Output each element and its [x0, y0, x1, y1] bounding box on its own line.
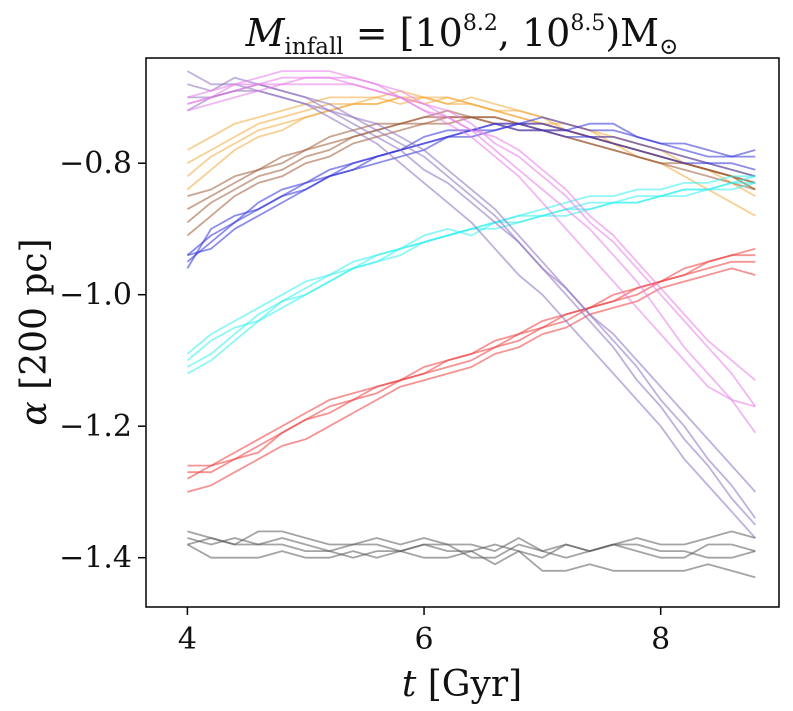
title-infall-sub: infall: [285, 34, 344, 60]
y-tick-label-0: −0.8: [59, 146, 132, 181]
y-tick-label-3: −1.4: [59, 541, 132, 576]
series-line-0-1: [186, 96, 756, 217]
y-axis-symbol: α: [14, 401, 55, 425]
y-axis-unit: [200 pc]: [14, 238, 55, 401]
series-line-6-2: [187, 83, 756, 381]
title-exp1: 8.2: [463, 11, 498, 36]
series-line-1-2: [186, 116, 756, 237]
y-tick-label-1: −1.0: [59, 278, 132, 313]
series-line-7-3: [187, 537, 756, 559]
series-line-4-2: [187, 260, 756, 474]
x-tick-label-2: 8: [651, 622, 670, 657]
plot-frame: [145, 57, 780, 608]
series-line-6-0: [187, 70, 757, 408]
series-lines: [186, 70, 757, 579]
series-line-4-3: [187, 267, 756, 493]
x-tick-label-1: 6: [414, 622, 433, 657]
series-line-3-3: [186, 175, 756, 375]
x-tick-label-0: 4: [178, 622, 197, 657]
series-line-7-2: [186, 543, 756, 579]
series-line-6-3: [187, 76, 756, 408]
x-axis-unit: [Gyr]: [416, 664, 522, 705]
title-exp2: 8.5: [570, 11, 605, 36]
series-line-7-0: [187, 530, 756, 552]
x-axis-label: t [Gyr]: [402, 664, 522, 705]
y-axis-label: α [200 pc]: [14, 238, 55, 425]
y-tick-label-2: −1.2: [59, 409, 132, 444]
title-sun-sub: ⊙: [659, 34, 678, 60]
title-middle: = [10: [344, 11, 463, 55]
series-line-1-3: [187, 109, 756, 197]
chart-title: Minfall = [108.2, 108.5)M⊙: [245, 11, 679, 60]
series-line-3-1: [186, 182, 756, 368]
series-line-4-0: [187, 247, 756, 467]
series-line-5-2: [187, 90, 756, 539]
series-line-5-3: [186, 83, 756, 493]
axis-ticks: 4 6 8 −0.8 −1.0 −1.2 −1.4: [59, 146, 670, 657]
series-line-7-1: [187, 537, 756, 559]
title-m: M: [245, 11, 286, 55]
title-suffix: )M: [605, 11, 659, 55]
title-sep: , 10: [498, 11, 571, 55]
x-axis-symbol: t: [402, 664, 417, 705]
series-line-3-2: [186, 175, 756, 362]
